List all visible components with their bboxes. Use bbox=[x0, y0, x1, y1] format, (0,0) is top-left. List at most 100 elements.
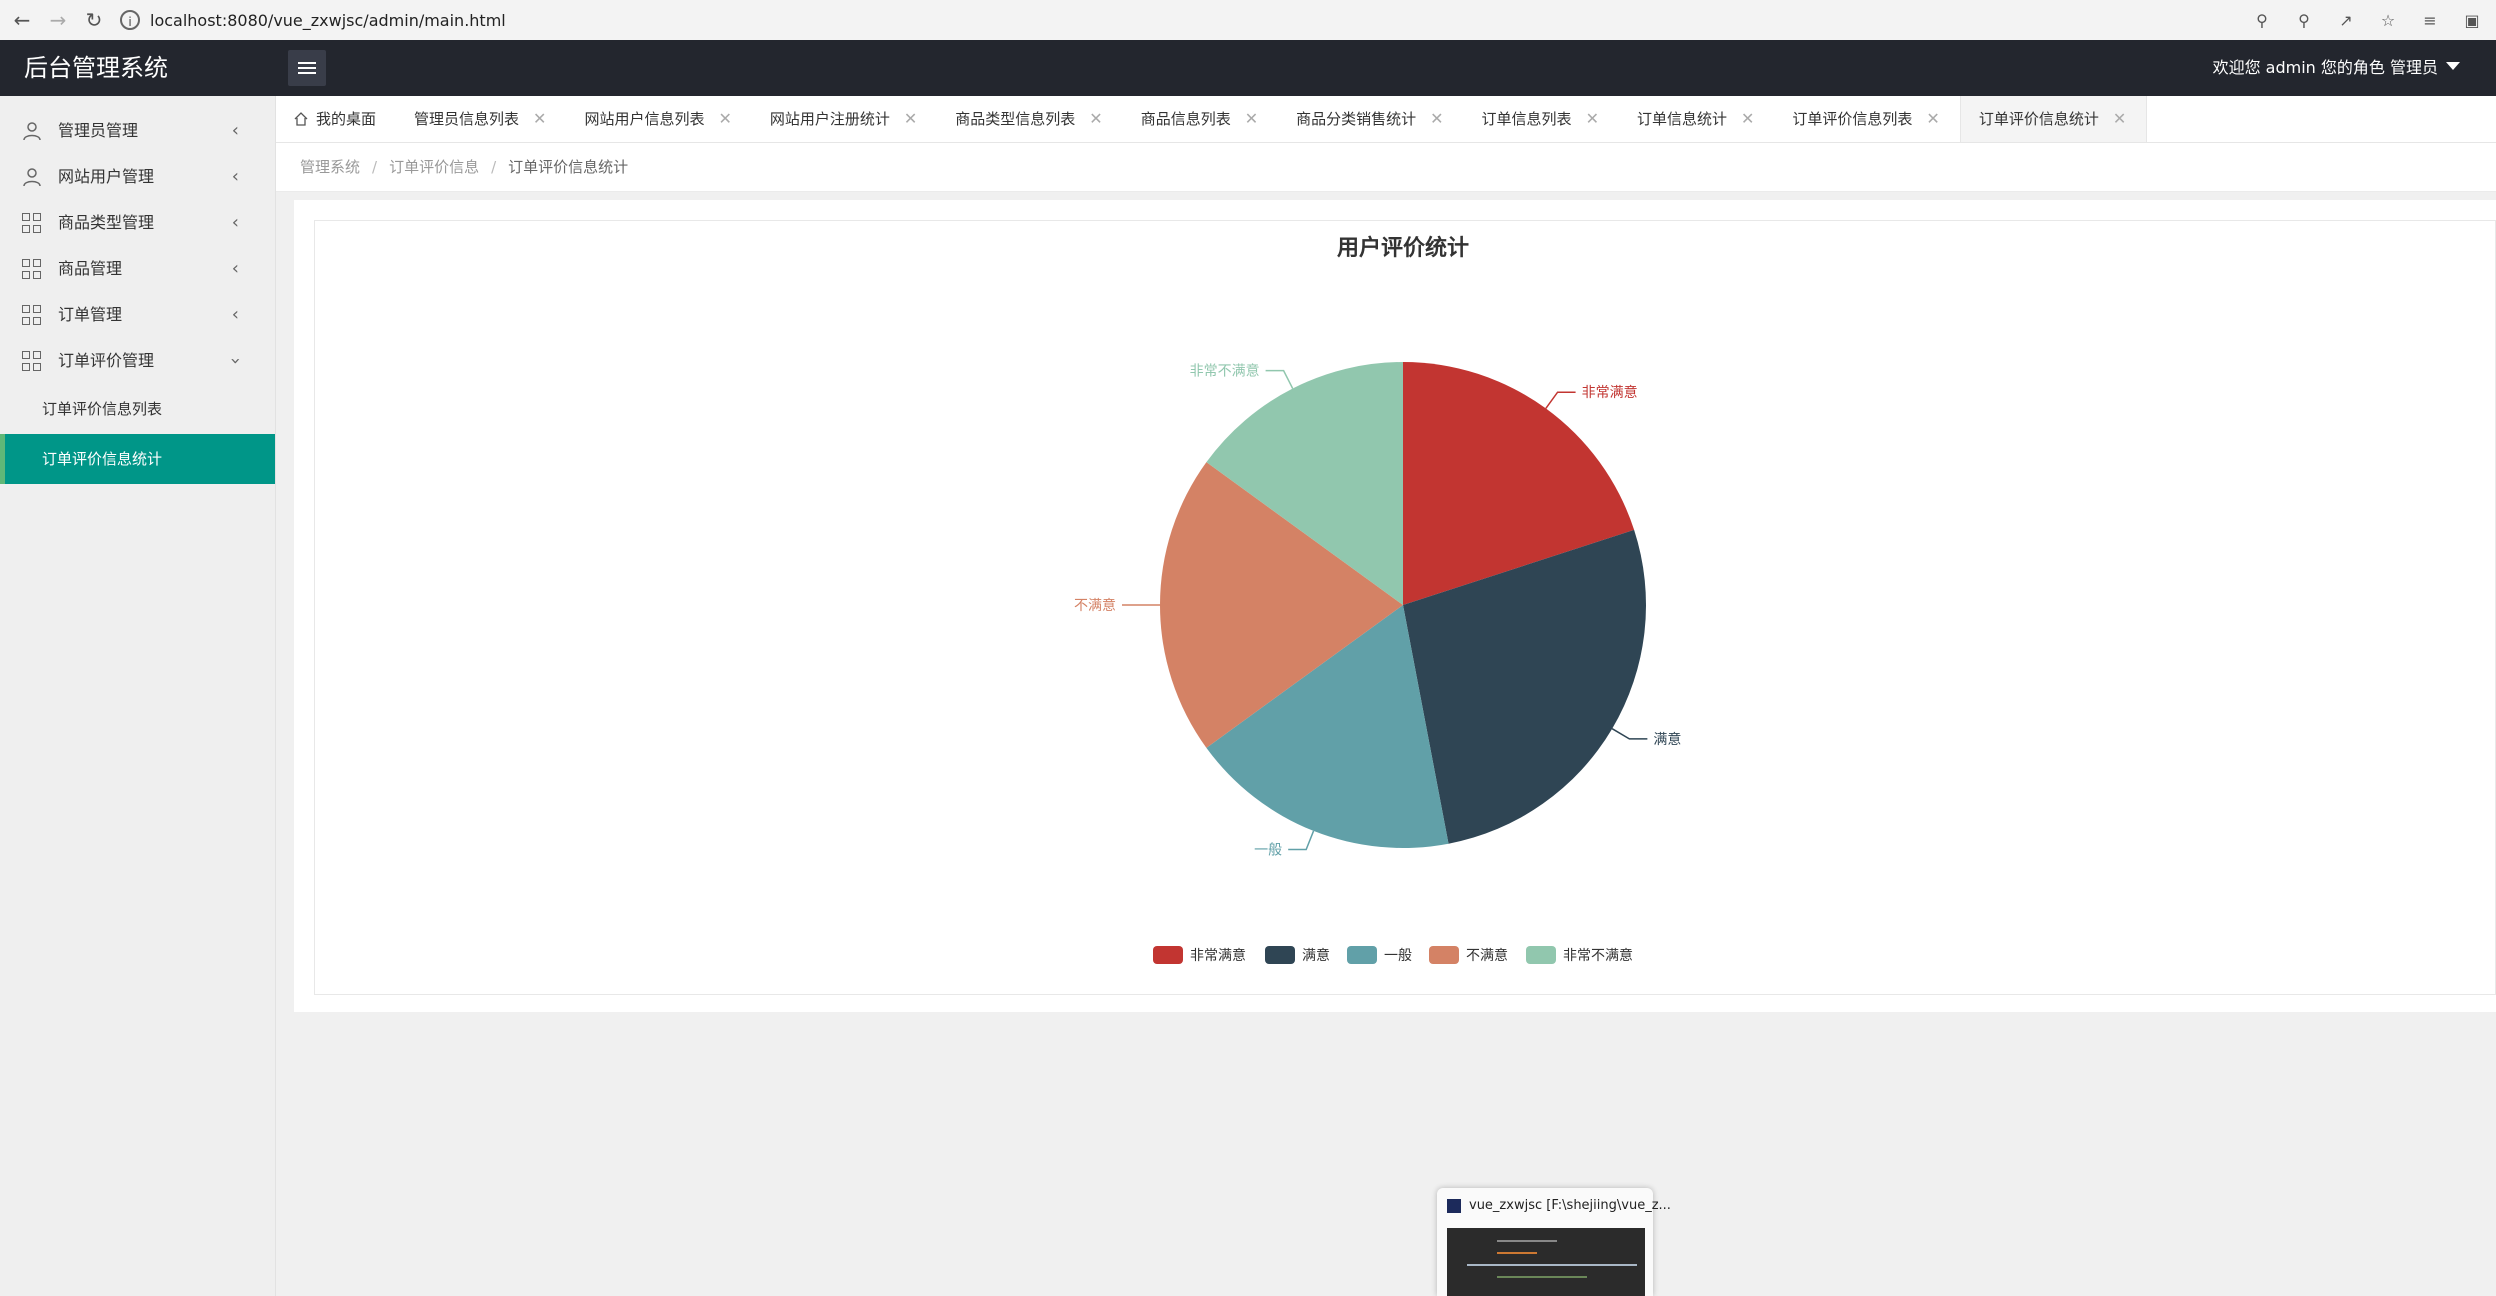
legend-swatch-4[interactable] bbox=[1526, 946, 1556, 964]
breadcrumb-item-system[interactable]: 管理系统 bbox=[300, 158, 361, 176]
pie-slice-1[interactable] bbox=[1403, 529, 1646, 844]
browser-toolbar: ← → ↻ i localhost:8080/vue_zxwjsc/admin/… bbox=[0, 0, 2496, 41]
breadcrumb: 管理系统 / 订单评价信息 / 订单评价信息统计 bbox=[300, 143, 628, 191]
breadcrumb-bar: 管理系统 / 订单评价信息 / 订单评价信息统计 bbox=[276, 143, 2496, 192]
tab-product-list[interactable]: 商品信息列表 ✕ bbox=[1123, 96, 1278, 142]
url-text[interactable]: localhost:8080/vue_zxwjsc/admin/main.htm… bbox=[150, 10, 506, 30]
tab-label: 网站用户注册统计 bbox=[769, 110, 890, 128]
close-icon[interactable]: ✕ bbox=[718, 109, 732, 128]
tab-label: 订单信息统计 bbox=[1636, 110, 1727, 128]
sidebar-item-site-users[interactable]: 网站用户管理 ‹ bbox=[0, 154, 275, 200]
site-info-icon[interactable]: i bbox=[120, 10, 140, 30]
tab-review-list[interactable]: 订单评价信息列表 ✕ bbox=[1774, 96, 1959, 142]
tab-order-stats[interactable]: 订单信息统计 ✕ bbox=[1619, 96, 1774, 142]
legend-label-3[interactable]: 不满意 bbox=[1466, 947, 1508, 964]
ide-app-icon bbox=[1447, 1198, 1461, 1213]
sidebar-item-label: 网站用户管理 bbox=[58, 167, 155, 186]
reload-icon[interactable]: ↻ bbox=[85, 8, 103, 32]
breadcrumb-separator: / bbox=[491, 158, 497, 176]
sidebar-item-label: 商品管理 bbox=[58, 259, 123, 278]
tab-order-list[interactable]: 订单信息列表 ✕ bbox=[1464, 96, 1619, 142]
pie-label-3: 不满意 bbox=[1074, 597, 1116, 614]
sidebar-item-label: 订单管理 bbox=[58, 305, 123, 324]
close-icon[interactable]: ✕ bbox=[1585, 109, 1599, 128]
sidebar: 管理员管理 ‹ 网站用户管理 ‹ 商品类型管理 ‹ 商品管理 ‹ 订单管理 ‹ … bbox=[0, 96, 276, 1296]
close-icon[interactable]: ✕ bbox=[1926, 109, 1940, 128]
pie-label-line-2 bbox=[1288, 830, 1315, 851]
sidebar-item-order-reviews[interactable]: 订单评价管理 ‹ bbox=[0, 338, 275, 384]
pie-label-line-0 bbox=[1545, 391, 1576, 409]
close-icon[interactable]: ✕ bbox=[533, 109, 547, 128]
sidebar-item-label: 管理员管理 bbox=[58, 121, 139, 140]
breadcrumb-item-review[interactable]: 订单评价信息 bbox=[389, 158, 480, 176]
back-icon[interactable]: ← bbox=[13, 8, 31, 32]
sidebar-item-label: 商品类型管理 bbox=[58, 213, 155, 232]
pie-label-0: 非常满意 bbox=[1582, 384, 1638, 401]
user-icon bbox=[23, 122, 41, 141]
close-icon[interactable]: ✕ bbox=[2112, 109, 2127, 128]
taskbar-preview[interactable]: vue_zxwjsc [F:\shejiing\vue_z... bbox=[1437, 1188, 1671, 1296]
sidebar-item-orders[interactable]: 订单管理 ‹ bbox=[0, 292, 275, 338]
home-icon bbox=[294, 112, 308, 126]
sidebar-item-product-types[interactable]: 商品类型管理 ‹ bbox=[0, 200, 275, 246]
tab-site-user-list[interactable]: 网站用户信息列表 ✕ bbox=[566, 96, 751, 142]
sidebar-subitem-review-list[interactable]: 订单评价信息列表 bbox=[42, 400, 163, 418]
reading-list-icon[interactable]: ≡ bbox=[2423, 10, 2437, 30]
pie-label-4: 非常不满意 bbox=[1190, 363, 1260, 380]
legend-swatch-3[interactable] bbox=[1429, 946, 1459, 964]
content-card: 用户评价统计 非常满意 满意 一般 不满意 非常不满意 非常满意 满意 一般 不满意 非常不满意 bbox=[294, 200, 2496, 1012]
legend-label-2[interactable]: 一般 bbox=[1384, 948, 1412, 964]
legend-swatch-2[interactable] bbox=[1347, 946, 1377, 964]
chevron-left-icon: ‹ bbox=[231, 212, 239, 233]
user-greeting: 欢迎您 admin 您的角色 管理员 bbox=[2212, 58, 2438, 77]
tab-label: 商品类型信息列表 bbox=[955, 110, 1076, 128]
legend-swatch-0[interactable] bbox=[1153, 946, 1183, 964]
share-icon[interactable]: ↗ bbox=[2339, 10, 2353, 30]
breadcrumb-separator: / bbox=[372, 158, 378, 176]
pie-slice-2[interactable] bbox=[1206, 605, 1449, 848]
side-panel-icon[interactable]: ▣ bbox=[2464, 10, 2480, 30]
bookmark-star-icon[interactable]: ☆ bbox=[2380, 10, 2396, 30]
sidebar-subitem-review-stats[interactable]: 订单评价信息统计 bbox=[0, 434, 275, 484]
tab-label: 网站用户信息列表 bbox=[584, 110, 705, 128]
tab-admin-list[interactable]: 管理员信息列表 ✕ bbox=[396, 96, 566, 142]
close-icon[interactable]: ✕ bbox=[1089, 109, 1103, 128]
legend-label-0[interactable]: 非常满意 bbox=[1190, 947, 1246, 964]
chevron-left-icon: ‹ bbox=[231, 120, 239, 141]
sidebar-item-label: 订单评价管理 bbox=[58, 351, 155, 370]
pie-slice-0[interactable] bbox=[1403, 362, 1635, 605]
tab-product-type-list[interactable]: 商品类型信息列表 ✕ bbox=[937, 96, 1122, 142]
window-thumbnail bbox=[1447, 1228, 1645, 1296]
key-icon[interactable]: ⚲ bbox=[2256, 10, 2268, 30]
tab-category-sales-stats[interactable]: 商品分类销售统计 ✕ bbox=[1278, 96, 1463, 142]
user-menu[interactable]: 欢迎您 admin 您的角色 管理员 bbox=[2213, 40, 2460, 96]
chevron-down-icon: ‹ bbox=[224, 357, 246, 365]
caret-down-icon bbox=[2446, 61, 2460, 70]
legend-label-4[interactable]: 非常不满意 bbox=[1563, 947, 1633, 964]
sidebar-item-products[interactable]: 商品管理 ‹ bbox=[0, 246, 275, 292]
close-icon[interactable]: ✕ bbox=[903, 109, 918, 128]
close-icon[interactable]: ✕ bbox=[1244, 109, 1259, 128]
app-header: 后台管理系统 欢迎您 admin 您的角色 管理员 bbox=[0, 40, 2496, 96]
menu-icon bbox=[298, 59, 316, 77]
tab-label: 商品信息列表 bbox=[1140, 110, 1231, 128]
pie-slice-4[interactable] bbox=[1206, 362, 1403, 605]
legend-label-1[interactable]: 满意 bbox=[1302, 947, 1330, 964]
pie-label-line-4 bbox=[1265, 369, 1294, 389]
tab-review-stats[interactable]: 订单评价信息统计 ✕ bbox=[1959, 96, 2148, 142]
tab-desktop[interactable]: 我的桌面 bbox=[276, 96, 396, 142]
zoom-icon[interactable]: ⚲ bbox=[2298, 10, 2310, 30]
pie-slice-3[interactable] bbox=[1160, 462, 1403, 748]
taskbar-preview-title: vue_zxwjsc [F:\shejiing\vue_z... bbox=[1469, 1198, 1671, 1213]
tab-label: 订单评价信息列表 bbox=[1792, 110, 1913, 128]
address-bar[interactable]: i localhost:8080/vue_zxwjsc/admin/main.h… bbox=[120, 5, 506, 35]
tab-site-user-stats[interactable]: 网站用户注册统计 ✕ bbox=[752, 96, 937, 142]
legend-swatch-1[interactable] bbox=[1265, 946, 1295, 964]
menu-toggle-button[interactable] bbox=[288, 50, 326, 86]
sidebar-item-admin[interactable]: 管理员管理 ‹ bbox=[0, 108, 275, 154]
close-icon[interactable]: ✕ bbox=[1430, 109, 1444, 128]
forward-icon[interactable]: → bbox=[49, 8, 67, 32]
close-icon[interactable]: ✕ bbox=[1740, 109, 1755, 128]
chevron-left-icon: ‹ bbox=[231, 304, 239, 325]
